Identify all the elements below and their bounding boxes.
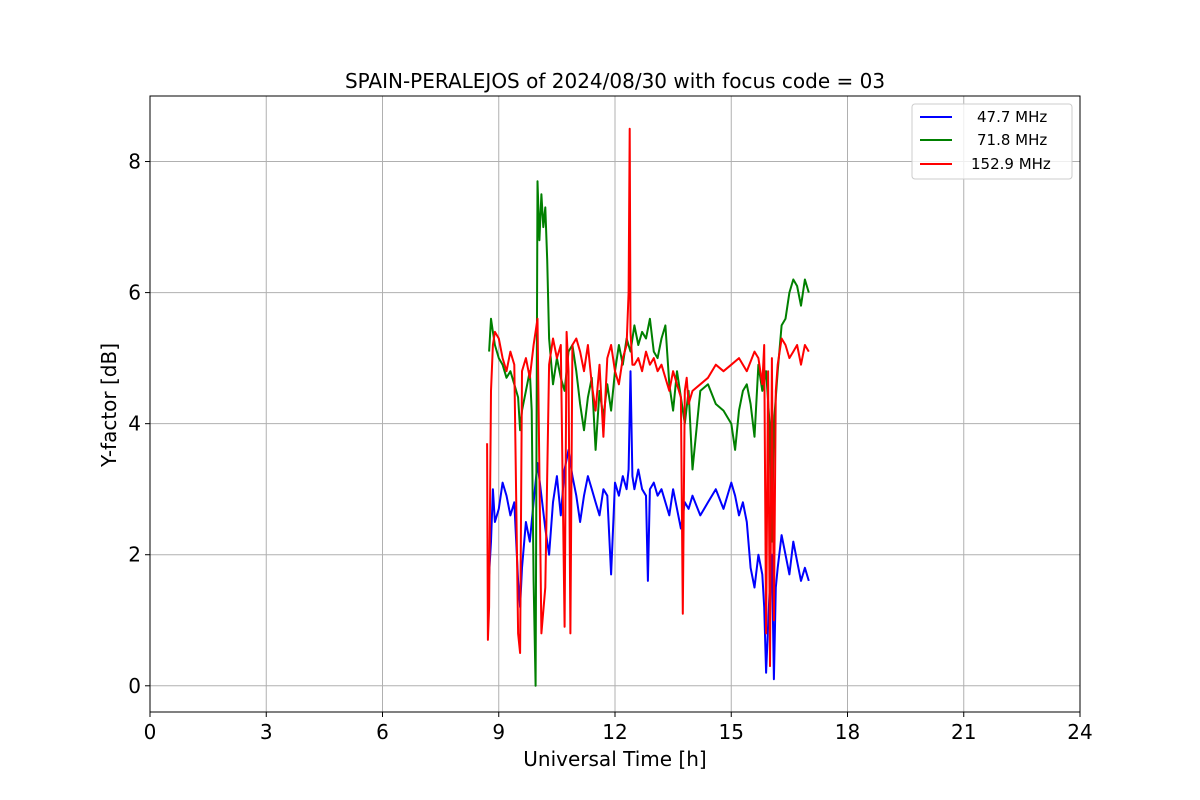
- y-axis-ticks: 0 2 4 6 8: [128, 150, 150, 698]
- legend: 47.7 MHz 71.8 MHz 152.9 MHz: [911, 103, 1073, 180]
- chart-title: SPAIN-PERALEJOS of 2024/08/30 with focus…: [345, 69, 885, 93]
- grid-lines: [149, 96, 1081, 712]
- y-axis-label: Y-factor [dB]: [97, 343, 121, 468]
- x-tick-label: 9: [492, 720, 505, 744]
- legend-label-71-8: 71.8 MHz: [977, 131, 1047, 149]
- x-axis-ticks: 0 3 6 9 12 15 18 21 24: [144, 712, 1093, 744]
- x-tick-label: 0: [144, 720, 157, 744]
- y-tick-label: 4: [128, 412, 141, 436]
- legend-label-152-9: 152.9 MHz: [971, 155, 1051, 173]
- plot-series: [486, 127, 810, 687]
- x-tick-label: 24: [1067, 720, 1092, 744]
- x-tick-label: 21: [951, 720, 976, 744]
- y-tick-label: 6: [128, 281, 141, 305]
- y-tick-label: 8: [128, 150, 141, 174]
- x-tick-label: 12: [602, 720, 627, 744]
- x-tick-label: 18: [835, 720, 860, 744]
- y-tick-label: 2: [128, 543, 141, 567]
- legend-label-47-7: 47.7 MHz: [977, 108, 1047, 126]
- x-tick-label: 6: [376, 720, 389, 744]
- x-tick-label: 15: [719, 720, 744, 744]
- series-line-47-7-mhz: [488, 370, 810, 681]
- x-axis-label: Universal Time [h]: [523, 747, 706, 771]
- series-line-152-9-mhz: [486, 127, 810, 668]
- legend-box: [911, 103, 1073, 180]
- y-tick-label: 0: [128, 674, 141, 698]
- series-line-71-8-mhz: [488, 180, 810, 687]
- x-tick-label: 3: [260, 720, 273, 744]
